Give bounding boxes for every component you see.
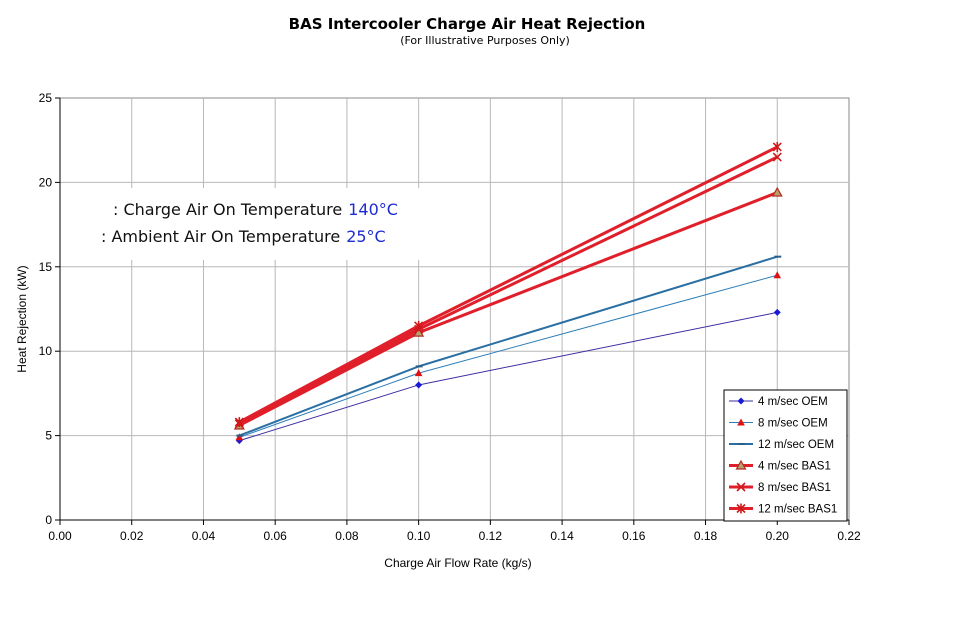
annotation-charge-air-label: : Charge Air On Temperature: [113, 200, 342, 219]
axes: 0.00 0.02 0.04 0.06 0.08 0.10 0.12 0.14 0.16 0.18…: [39, 91, 861, 543]
annotation-ambient-air: : Ambient Air On Temperature 25°C: [101, 227, 386, 246]
legend-item: 12 m/sec BAS1: [729, 503, 837, 516]
annotation-ambient-air-label: : Ambient Air On Temperature: [101, 227, 340, 246]
legend-label: 12 m/sec OEM: [758, 439, 834, 451]
legend-marker: [737, 418, 745, 426]
x-tick-label: 0.22: [837, 529, 861, 543]
y-tick-label: 25: [39, 91, 53, 105]
annotation-ambient-air-value: 25°C: [346, 227, 386, 246]
y-axis-label: Heat Rejection (kW): [15, 265, 29, 372]
x-tick-label: 0.20: [766, 529, 790, 543]
legend-label: 12 m/sec BAS1: [758, 504, 837, 516]
x-tick-label: 0.16: [622, 529, 646, 543]
legend-marker: [737, 397, 745, 405]
series-1: [235, 308, 781, 445]
series-2: [235, 271, 782, 441]
annotation-charge-air-value: 140°C: [348, 200, 398, 219]
chart-subtitle: (For Illustrative Purposes Only): [400, 34, 570, 47]
legend-label: 4 m/sec OEM: [758, 396, 828, 408]
x-tick-label: 0.04: [192, 529, 216, 543]
x-tick-label: 0.06: [264, 529, 288, 543]
legend: 4 m/sec OEM 8 m/sec OEM 12 m/sec OEM 4 m/se…: [723, 389, 848, 522]
data-point: [773, 308, 781, 316]
data-point: [771, 186, 783, 197]
x-tick-label: 0.00: [48, 529, 72, 543]
legend-label: 8 m/sec OEM: [758, 418, 828, 430]
y-tick-label: 20: [39, 175, 53, 189]
x-tick-label: 0.08: [335, 529, 359, 543]
legend-item: 4 m/sec BAS1: [729, 459, 831, 473]
x-tick-label: 0.10: [407, 529, 431, 543]
series-3: [236, 255, 782, 437]
legend-label: 8 m/sec BAS1: [758, 482, 831, 494]
legend-item: 4 m/sec OEM: [729, 396, 828, 408]
annotation-charge-air: : Charge Air On Temperature 140°C: [113, 200, 398, 219]
legend-marker: [735, 459, 747, 470]
data-point: [414, 369, 423, 377]
y-tick-label: 5: [45, 429, 52, 443]
data-point: [234, 417, 244, 428]
x-tick-label: 0.18: [694, 529, 718, 543]
legend-box: [723, 389, 848, 522]
chart-title: BAS Intercooler Charge Air Heat Rejectio…: [289, 15, 646, 33]
annotation-background: [96, 188, 436, 260]
x-axis-label: Charge Air Flow Rate (kg/s): [384, 556, 531, 570]
data-point: [772, 152, 782, 162]
data-point: [414, 320, 424, 331]
legend-marker: [736, 482, 746, 492]
y-tick-label: 0: [45, 513, 52, 527]
series-layer: [233, 141, 783, 445]
x-tick-label: 0.14: [550, 529, 574, 543]
y-tick-label: 15: [39, 260, 53, 274]
x-tick-label: 0.02: [120, 529, 144, 543]
y-tick-label: 10: [39, 344, 53, 358]
data-point: [415, 381, 423, 389]
x-tick-label: 0.12: [479, 529, 503, 543]
legend-label: 4 m/sec BAS1: [758, 461, 831, 473]
legend-marker: [736, 503, 746, 514]
series-6: [234, 141, 782, 428]
legend-item: 8 m/sec BAS1: [729, 482, 831, 494]
data-point: [773, 271, 782, 279]
data-point: [235, 433, 244, 441]
data-point: [772, 141, 782, 152]
legend-item: 8 m/sec OEM: [729, 418, 828, 430]
legend-item: 12 m/sec OEM: [729, 439, 834, 451]
